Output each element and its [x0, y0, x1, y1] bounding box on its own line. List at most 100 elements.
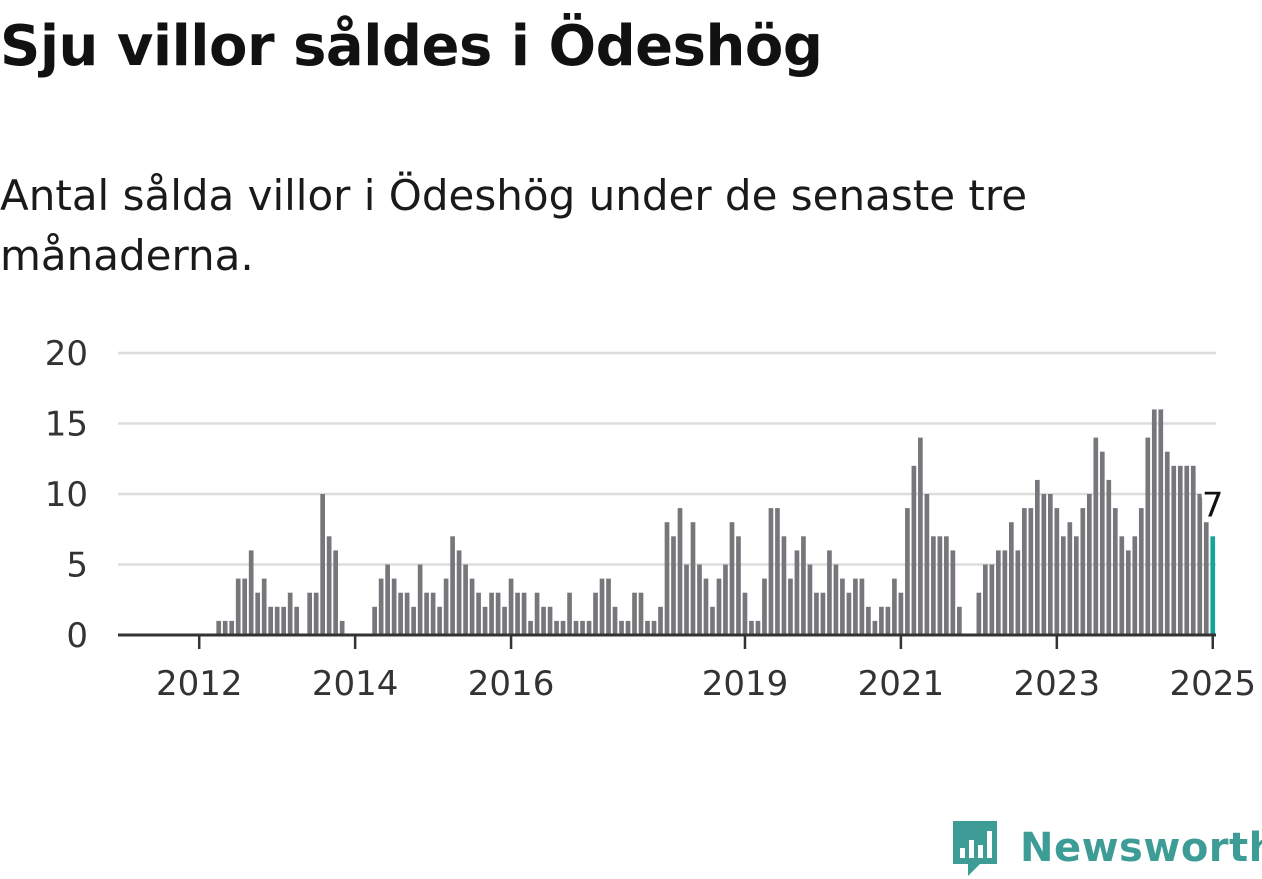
bar — [248, 550, 254, 635]
chart-title: Sju villor såldes i Ödeshög — [0, 14, 823, 79]
bar — [1028, 508, 1034, 635]
bar — [235, 578, 241, 635]
bar — [794, 550, 800, 635]
bar — [508, 578, 514, 635]
y-tick-label: 0 — [66, 616, 88, 656]
bar — [443, 578, 449, 635]
bar — [456, 550, 462, 635]
bar — [918, 437, 923, 635]
x-tick-label: 2023 — [1014, 664, 1101, 704]
bar — [294, 606, 300, 635]
bar — [1145, 437, 1151, 635]
bar — [833, 564, 839, 635]
bar — [996, 550, 1001, 635]
brand-name: Newsworthy — [1020, 825, 1262, 871]
bar — [723, 564, 728, 635]
bar — [567, 592, 572, 635]
bar — [1022, 508, 1027, 635]
bar — [885, 606, 891, 635]
bar — [495, 592, 501, 635]
bar — [664, 522, 670, 635]
bar — [580, 620, 585, 635]
bar — [1060, 536, 1066, 635]
bar — [573, 620, 579, 635]
bar — [1093, 437, 1099, 635]
bar — [742, 592, 748, 635]
bar — [1009, 522, 1014, 635]
bar — [606, 578, 611, 635]
bar — [274, 606, 280, 635]
y-tick-label: 20 — [45, 334, 88, 374]
bar — [287, 592, 293, 635]
bar — [313, 592, 319, 635]
bar — [684, 564, 689, 635]
data-label-last: 7 — [1202, 485, 1224, 525]
bar — [476, 592, 481, 635]
bar — [950, 550, 956, 635]
bar — [1034, 479, 1040, 635]
bar — [424, 592, 429, 635]
bar — [1002, 550, 1008, 635]
bar — [469, 578, 475, 635]
x-tick-label: 2014 — [312, 664, 399, 704]
bar — [1099, 451, 1105, 635]
bar — [1190, 465, 1196, 635]
bar — [983, 564, 988, 635]
brand-logo: Newsworthy — [950, 818, 1262, 878]
bar — [632, 592, 637, 635]
bar — [1054, 508, 1060, 635]
bar — [1158, 409, 1164, 635]
bar — [391, 578, 397, 635]
bar — [755, 620, 761, 635]
bar — [866, 606, 871, 635]
bar — [307, 592, 312, 635]
bar — [924, 494, 930, 635]
bar — [489, 592, 494, 635]
bar — [859, 578, 865, 635]
bar — [281, 606, 287, 635]
bar — [788, 578, 793, 635]
bar — [1177, 465, 1183, 635]
bar — [619, 620, 624, 635]
bar — [242, 578, 248, 635]
bar — [749, 620, 754, 635]
x-tick-label: 2012 — [156, 664, 243, 704]
bar — [326, 536, 332, 635]
bar — [404, 592, 410, 635]
bar — [450, 536, 455, 635]
bar — [216, 620, 222, 635]
y-axis-ticks: 0 5 10 15 20 — [45, 334, 88, 656]
bar — [534, 592, 540, 635]
x-tick-label: 2016 — [468, 664, 555, 704]
bar — [775, 508, 780, 635]
bar — [586, 620, 592, 635]
bar — [1086, 494, 1092, 635]
bar — [827, 550, 832, 635]
bar — [1164, 451, 1170, 635]
bar — [437, 606, 442, 635]
bar — [1073, 536, 1079, 635]
bar — [911, 465, 917, 635]
bar — [671, 536, 676, 635]
bar — [593, 592, 598, 635]
bar — [1067, 522, 1073, 635]
bar — [1119, 536, 1125, 635]
x-tick-label: 2019 — [702, 664, 789, 704]
bar — [840, 578, 845, 635]
bar — [736, 536, 741, 635]
bar — [703, 578, 709, 635]
data-labels: 7 — [1199, 482, 1227, 528]
bar — [944, 536, 949, 635]
bar — [463, 564, 468, 635]
bar — [554, 620, 559, 635]
bar — [1112, 508, 1118, 635]
bar — [372, 606, 377, 635]
x-axis-ticks: 2012 2014 2016 2019 2021 2023 2025 — [156, 635, 1256, 704]
bar — [638, 592, 644, 635]
bar — [385, 564, 390, 635]
y-tick-label: 5 — [66, 546, 88, 586]
bar — [625, 620, 631, 635]
bars — [216, 409, 1216, 635]
bar — [528, 620, 533, 635]
bar — [1203, 522, 1209, 635]
